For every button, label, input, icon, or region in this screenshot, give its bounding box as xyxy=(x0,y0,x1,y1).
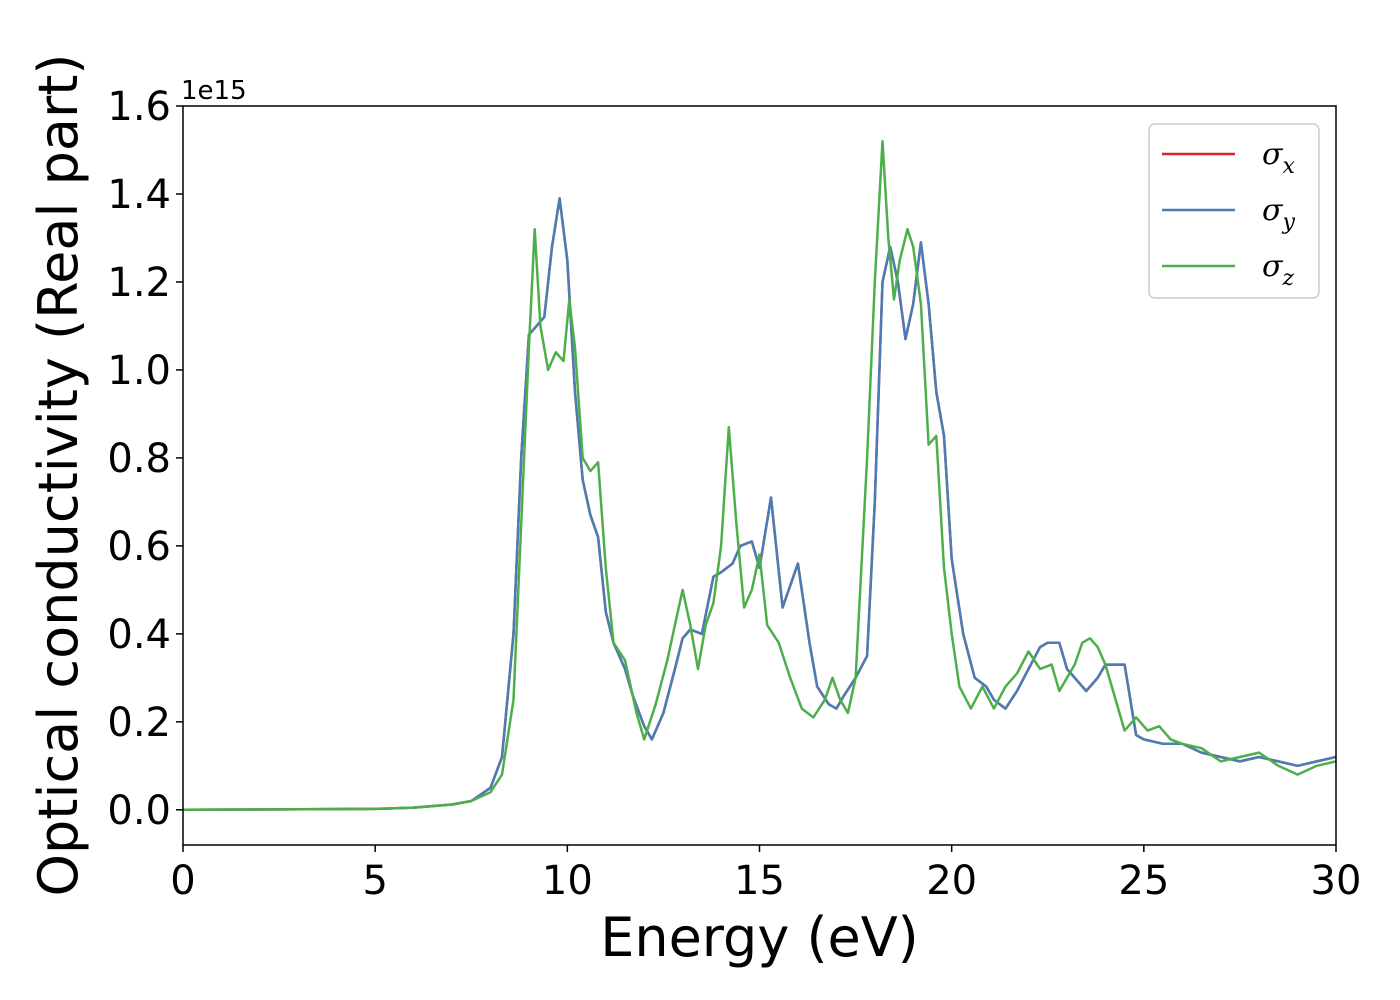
y-axis-label: Optical conductivity (Real part) xyxy=(27,54,90,897)
x-tick-label: 30 xyxy=(1311,858,1362,904)
legend-label-x: σx xyxy=(1262,137,1295,179)
y-tick-label: 0.2 xyxy=(107,700,171,746)
x-tick-label: 20 xyxy=(926,858,977,904)
y-tick-label: 0.0 xyxy=(107,788,171,834)
legend-label-symbol: σ xyxy=(1262,193,1284,228)
y-tick-label: 0.6 xyxy=(107,524,171,570)
y-tick-label: 0.4 xyxy=(107,612,171,658)
legend-label-subscript: y xyxy=(1281,210,1295,235)
legend-label-y: σy xyxy=(1262,193,1295,235)
legend-label-subscript: x xyxy=(1282,154,1295,179)
x-tick-label: 10 xyxy=(542,858,593,904)
y-tick-label: 1.2 xyxy=(107,260,171,306)
series-line-z xyxy=(183,139,1336,812)
y-offset-label: 1e15 xyxy=(181,76,247,106)
x-tick-label: 15 xyxy=(734,858,785,904)
y-tick-label: 1.4 xyxy=(107,172,171,218)
plot-lines xyxy=(183,139,1336,812)
x-axis: 0 5 10 15 20 25 30 xyxy=(170,845,1361,904)
x-tick-label: 0 xyxy=(170,858,195,904)
legend-label-symbol: σ xyxy=(1262,249,1284,284)
legend-label-z: σz xyxy=(1262,249,1294,291)
y-axis: 0.0 0.2 0.4 0.6 0.8 1.0 1.2 1.4 1.6 xyxy=(107,84,183,834)
x-tick-label: 25 xyxy=(1118,858,1169,904)
y-tick-label: 1.6 xyxy=(107,84,171,130)
legend-label-symbol: σ xyxy=(1262,137,1284,172)
x-axis-label: Energy (eV) xyxy=(600,906,919,969)
y-tick-label: 0.8 xyxy=(107,436,171,482)
legend-label-subscript: z xyxy=(1281,266,1294,291)
y-tick-label: 1.0 xyxy=(107,348,171,394)
x-tick-label: 5 xyxy=(362,858,387,904)
